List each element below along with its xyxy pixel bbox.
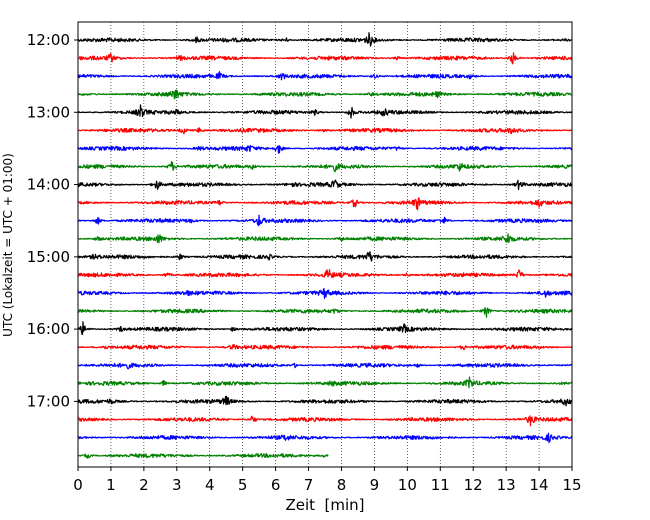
trace-line — [77, 32, 573, 47]
trace-line — [77, 89, 573, 100]
trace-line — [77, 127, 573, 135]
trace-line — [77, 362, 573, 370]
x-tick-label: 12 — [464, 476, 483, 494]
x-tick-label: 4 — [205, 476, 215, 494]
trace-line — [77, 71, 573, 81]
x-tick-label: 1 — [106, 476, 116, 494]
trace-line — [77, 268, 573, 279]
trace-line — [77, 432, 573, 444]
x-tick-label: 10 — [398, 476, 417, 494]
plot-frame — [77, 21, 573, 468]
x-tick-label: 15 — [562, 476, 581, 494]
trace-line — [77, 179, 573, 191]
x-tick-label: 8 — [337, 476, 347, 494]
vertical-gridlines — [110, 22, 540, 467]
y-tick-label: 13:00 — [27, 103, 70, 121]
trace-line — [77, 395, 573, 407]
trace-line — [77, 287, 573, 300]
x-tick-label: 11 — [431, 476, 450, 494]
seismic-traces — [77, 32, 573, 459]
y-tick-label: 17:00 — [27, 392, 70, 410]
trace-line — [77, 415, 573, 427]
x-tick-label: 5 — [238, 476, 248, 494]
trace-line — [77, 104, 573, 119]
trace-line — [77, 52, 573, 65]
trace-line — [77, 376, 573, 389]
x-tick-label: 2 — [139, 476, 149, 494]
trace-line — [77, 306, 573, 318]
trace-line — [77, 321, 573, 336]
x-tick-label: 9 — [370, 476, 380, 494]
x-axis-label: Zeit [min] — [285, 496, 364, 514]
trace-line — [77, 343, 573, 350]
x-tick-label: 7 — [304, 476, 314, 494]
trace-line — [77, 453, 329, 459]
y-tick-label: 15:00 — [27, 248, 70, 266]
x-axis-ticks: 0 1 2 3 4 5 6 7 8 9 10 11 12 13 14 15 — [73, 467, 582, 494]
x-tick-label: 0 — [73, 476, 83, 494]
trace-line — [77, 214, 573, 227]
trace-line — [77, 161, 573, 173]
trace-line — [77, 251, 573, 262]
y-axis-label: UTC (Lokalzeit = UTC + 01:00) — [1, 153, 15, 337]
x-tick-label: 14 — [530, 476, 549, 494]
trace-line — [77, 144, 573, 154]
y-axis-ticks: 12:00 13:00 14:00 15:00 16:00 17:00 — [27, 31, 78, 410]
y-tick-label: 16:00 — [27, 320, 70, 338]
y-tick-label: 14:00 — [27, 176, 70, 194]
x-tick-label: 6 — [271, 476, 281, 494]
x-tick-label: 13 — [497, 476, 516, 494]
y-tick-label: 12:00 — [27, 31, 70, 49]
trace-line — [77, 197, 573, 211]
x-tick-label: 3 — [172, 476, 182, 494]
trace-line — [77, 233, 573, 244]
